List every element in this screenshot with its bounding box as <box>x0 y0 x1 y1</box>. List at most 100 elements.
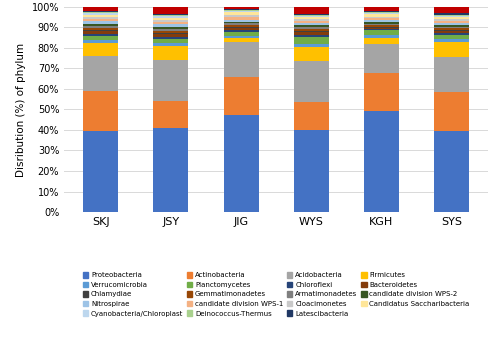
Bar <box>223 115 258 212</box>
Bar <box>294 19 329 21</box>
Bar <box>434 92 469 131</box>
Bar <box>153 31 188 33</box>
Bar <box>153 60 188 101</box>
Bar <box>153 46 188 60</box>
Bar <box>153 27 188 29</box>
Bar <box>294 16 329 17</box>
Bar <box>294 27 329 29</box>
Bar <box>364 73 399 111</box>
Bar <box>153 14 188 15</box>
Bar <box>434 56 469 92</box>
Bar <box>153 39 188 43</box>
Bar <box>364 38 399 44</box>
Bar <box>434 13 469 14</box>
Bar <box>364 28 399 29</box>
Bar <box>294 102 329 130</box>
Bar <box>223 11 258 12</box>
Bar <box>223 27 258 28</box>
Bar <box>364 35 399 38</box>
Bar <box>83 11 118 12</box>
Bar <box>434 16 469 19</box>
Bar <box>364 12 399 13</box>
Bar <box>83 131 118 212</box>
Bar <box>294 29 329 31</box>
Bar <box>434 14 469 15</box>
Bar <box>153 15 188 16</box>
Bar <box>364 14 399 17</box>
Bar <box>153 101 188 128</box>
Bar <box>83 31 118 34</box>
Bar <box>83 28 118 30</box>
Bar <box>434 131 469 212</box>
Bar <box>153 33 188 34</box>
Bar <box>294 31 329 32</box>
Bar <box>434 31 469 33</box>
Bar <box>294 14 329 15</box>
Bar <box>294 43 329 47</box>
Bar <box>153 34 188 37</box>
Bar <box>83 13 118 15</box>
Bar <box>364 24 399 25</box>
Bar <box>83 36 118 40</box>
Bar <box>434 27 469 28</box>
Bar <box>364 44 399 73</box>
Bar <box>434 39 469 42</box>
Bar <box>223 25 258 27</box>
Bar <box>83 26 118 28</box>
Legend: Proteobacteria, Verrucomicrobia, Chlamydiae, Nitrospirae, Cyanobacteria/Chloropl: Proteobacteria, Verrucomicrobia, Chlamyd… <box>81 271 471 318</box>
Bar <box>294 36 329 38</box>
Bar <box>364 7 399 11</box>
Bar <box>364 17 399 18</box>
Bar <box>294 32 329 36</box>
Bar <box>434 33 469 35</box>
Bar <box>83 21 118 24</box>
Bar <box>153 18 188 20</box>
Bar <box>153 29 188 31</box>
Bar <box>223 38 258 42</box>
Bar <box>434 21 469 23</box>
Bar <box>434 25 469 27</box>
Bar <box>223 10 258 11</box>
Bar <box>223 22 258 23</box>
Bar <box>364 13 399 14</box>
Bar <box>223 42 258 77</box>
Bar <box>294 15 329 16</box>
Bar <box>364 29 399 30</box>
Bar <box>434 35 469 39</box>
Bar <box>153 16 188 18</box>
Bar <box>223 36 258 38</box>
Bar <box>294 21 329 23</box>
Bar <box>153 20 188 22</box>
Bar <box>153 37 188 39</box>
Bar <box>364 11 399 12</box>
Bar <box>434 19 469 21</box>
Bar <box>434 23 469 25</box>
Bar <box>223 16 258 20</box>
Bar <box>364 25 399 27</box>
Bar <box>83 43 118 56</box>
Bar <box>434 28 469 30</box>
Bar <box>153 22 188 24</box>
Bar <box>223 77 258 115</box>
Bar <box>83 30 118 31</box>
Bar <box>153 7 188 14</box>
Bar <box>223 20 258 22</box>
Bar <box>83 40 118 43</box>
Bar <box>153 128 188 212</box>
Bar <box>223 14 258 16</box>
Bar <box>223 12 258 14</box>
Bar <box>434 42 469 56</box>
Bar <box>153 43 188 46</box>
Bar <box>294 130 329 212</box>
Bar <box>83 19 118 21</box>
Bar <box>223 9 258 10</box>
Bar <box>83 12 118 13</box>
Bar <box>223 32 258 36</box>
Bar <box>294 38 329 43</box>
Bar <box>223 7 258 9</box>
Bar <box>364 111 399 212</box>
Bar <box>223 28 258 30</box>
Bar <box>294 25 329 27</box>
Bar <box>83 56 118 91</box>
Bar <box>364 18 399 20</box>
